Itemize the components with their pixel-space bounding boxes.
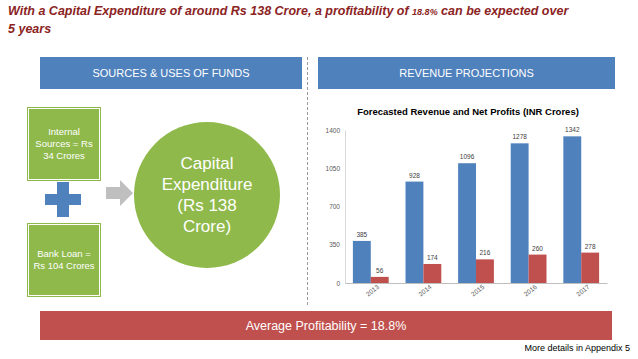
data-label: 1096	[460, 153, 475, 160]
bar	[563, 136, 581, 283]
x-tick: 2014	[417, 283, 433, 298]
section-header: REVENUE PROJECTIONS	[318, 57, 615, 89]
y-tick-label: 700	[329, 203, 340, 210]
bar	[423, 264, 441, 283]
plot: 0 350 700 1050 1400 2013 2014 2015 2016 2017 385 92…	[326, 126, 608, 297]
y-tick-label: 0	[336, 280, 340, 287]
x-tick: 2017	[575, 283, 591, 298]
y-tick-label: 350	[329, 241, 340, 248]
chart: Forecasted Revenue and Net Profits (INR …	[315, 95, 615, 310]
y-axis: 0 350 700 1050 1400	[326, 127, 346, 287]
x-tick: 2015	[470, 283, 486, 298]
bar	[581, 253, 599, 283]
bar	[476, 259, 494, 283]
data-label: 56	[376, 267, 384, 274]
slide-title: With a Capital Expenditure of around Rs …	[8, 3, 578, 38]
y-tick: 350	[329, 241, 345, 248]
data-label: 928	[409, 172, 420, 179]
funds-box: Bank Loan = Rs 104 Crores	[28, 224, 100, 296]
data-label: 385	[356, 231, 367, 238]
bar-series	[371, 253, 599, 283]
y-tick-label: 1050	[326, 165, 341, 172]
bar	[353, 241, 371, 283]
x-tick: 2013	[364, 283, 380, 298]
data-label: 1342	[565, 126, 580, 133]
x-tick-label: 2015	[470, 283, 486, 298]
bar	[511, 143, 529, 283]
y-axis-line	[345, 131, 346, 284]
title-part: 18.8%	[412, 7, 438, 17]
x-axis: 2013 2014 2015 2016 2017	[346, 283, 608, 298]
x-tick-label: 2016	[522, 283, 538, 298]
y-tick: 700	[329, 203, 345, 210]
data-label: 1278	[512, 133, 527, 140]
data-labels: 385 928 1096 1278 1342 56 174 216 260 278	[356, 126, 596, 274]
y-tick: 0	[336, 280, 345, 287]
arrow-shape	[106, 180, 133, 206]
separator	[307, 57, 308, 305]
banner: Average Profitability = 18.8%	[40, 311, 612, 340]
bar	[406, 182, 424, 283]
x-axis-line	[346, 283, 608, 284]
x-tick-label: 2014	[417, 283, 433, 298]
x-tick-label: 2013	[364, 283, 380, 298]
capex-circle: Capital Expenditure (Rs 138 Crore)	[134, 122, 280, 268]
x-tick: 2016	[522, 283, 538, 298]
y-tick: 1050	[326, 165, 345, 172]
data-label: 216	[480, 249, 491, 256]
chart-title: Forecasted Revenue and Net Profits (INR …	[357, 106, 579, 117]
arrow	[106, 180, 134, 206]
bar-series	[353, 136, 581, 283]
y-tick-label: 1400	[326, 127, 341, 134]
data-label: 174	[427, 254, 438, 261]
bar	[371, 277, 389, 283]
bar	[458, 163, 476, 283]
title-part: With a Capital Expenditure of around Rs …	[8, 4, 412, 18]
y-tick: 1400	[326, 127, 345, 134]
footnote: More details in Appendix 5	[524, 343, 630, 353]
funds-box: Internal Sources = Rs 34 Crores	[28, 108, 100, 180]
plus-v	[57, 182, 69, 217]
data-label: 260	[532, 245, 543, 252]
bar	[529, 255, 547, 283]
section-header: SOURCES & USES OF FUNDS	[40, 57, 302, 89]
bars	[353, 136, 599, 283]
data-label: 278	[585, 243, 596, 250]
x-tick-label: 2017	[575, 283, 591, 298]
